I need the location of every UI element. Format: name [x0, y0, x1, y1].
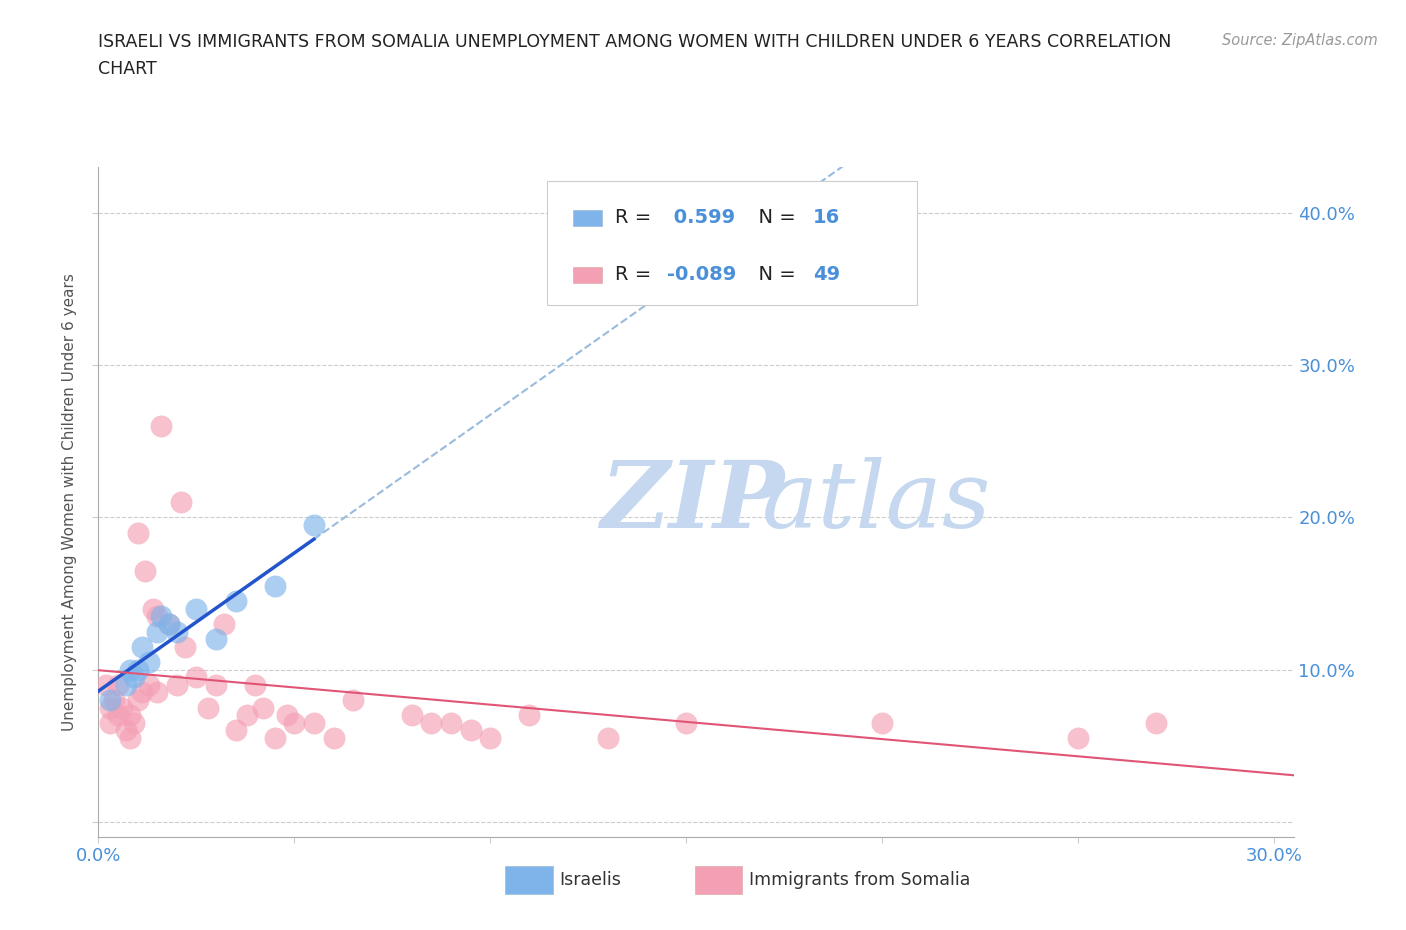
Text: N =: N = — [747, 208, 803, 227]
Point — [302, 518, 325, 533]
Point — [166, 624, 188, 639]
Point — [197, 700, 219, 715]
Text: 16: 16 — [813, 208, 841, 227]
Point — [460, 723, 482, 737]
Text: CHART: CHART — [98, 60, 157, 78]
Point — [115, 677, 138, 692]
Text: R =: R = — [614, 265, 657, 284]
Point — [252, 700, 274, 715]
Point — [243, 677, 266, 692]
Point — [127, 525, 149, 540]
Point — [186, 670, 208, 684]
Point — [96, 677, 118, 692]
Text: Israelis: Israelis — [560, 870, 621, 889]
Point — [263, 578, 285, 593]
FancyBboxPatch shape — [547, 180, 917, 305]
Point — [440, 715, 463, 730]
Point — [150, 418, 173, 433]
FancyBboxPatch shape — [572, 267, 602, 283]
Point — [166, 677, 188, 692]
Point — [118, 731, 141, 746]
Point — [127, 693, 149, 708]
Point — [157, 617, 180, 631]
Text: -0.089: -0.089 — [668, 265, 737, 284]
Point — [131, 685, 153, 700]
Point — [150, 609, 173, 624]
Text: Source: ZipAtlas.com: Source: ZipAtlas.com — [1222, 33, 1378, 47]
Point — [98, 715, 121, 730]
Point — [127, 662, 149, 677]
Text: Immigrants from Somalia: Immigrants from Somalia — [749, 870, 970, 889]
Point — [236, 708, 259, 723]
Point — [98, 700, 121, 715]
Point — [205, 677, 228, 692]
Point — [173, 639, 195, 654]
Point — [107, 708, 129, 723]
Point — [98, 693, 121, 708]
Point — [142, 602, 165, 617]
Point — [122, 670, 145, 684]
Point — [118, 708, 141, 723]
Point — [420, 715, 443, 730]
Point — [146, 624, 169, 639]
Point — [111, 700, 134, 715]
Point — [134, 564, 156, 578]
FancyBboxPatch shape — [572, 209, 602, 226]
Point — [118, 662, 141, 677]
Point — [870, 715, 893, 730]
Point — [342, 693, 364, 708]
Point — [322, 731, 344, 746]
Point — [596, 731, 619, 746]
Point — [283, 715, 305, 730]
Point — [1144, 715, 1167, 730]
Point — [131, 639, 153, 654]
Text: 49: 49 — [813, 265, 841, 284]
Point — [205, 631, 228, 646]
Text: ZIP: ZIP — [600, 458, 785, 547]
Point — [1067, 731, 1090, 746]
Text: atlas: atlas — [762, 458, 991, 547]
Point — [107, 677, 129, 692]
Point — [122, 715, 145, 730]
Point — [401, 708, 423, 723]
Point — [138, 677, 160, 692]
Text: 0.599: 0.599 — [668, 208, 735, 227]
Text: N =: N = — [747, 265, 803, 284]
Point — [479, 731, 502, 746]
Point — [138, 655, 160, 670]
Point — [519, 708, 541, 723]
Point — [115, 723, 138, 737]
Point — [170, 495, 193, 510]
Point — [186, 602, 208, 617]
Point — [103, 693, 125, 708]
Text: R =: R = — [614, 208, 657, 227]
Point — [157, 617, 180, 631]
Point — [146, 685, 169, 700]
Point — [276, 708, 298, 723]
Text: ISRAELI VS IMMIGRANTS FROM SOMALIA UNEMPLOYMENT AMONG WOMEN WITH CHILDREN UNDER : ISRAELI VS IMMIGRANTS FROM SOMALIA UNEMP… — [98, 33, 1171, 50]
Point — [146, 609, 169, 624]
Point — [225, 723, 247, 737]
Y-axis label: Unemployment Among Women with Children Under 6 years: Unemployment Among Women with Children U… — [62, 273, 77, 731]
Point — [225, 593, 247, 608]
Point — [212, 617, 235, 631]
Point — [263, 731, 285, 746]
Point — [675, 715, 697, 730]
Point — [302, 715, 325, 730]
